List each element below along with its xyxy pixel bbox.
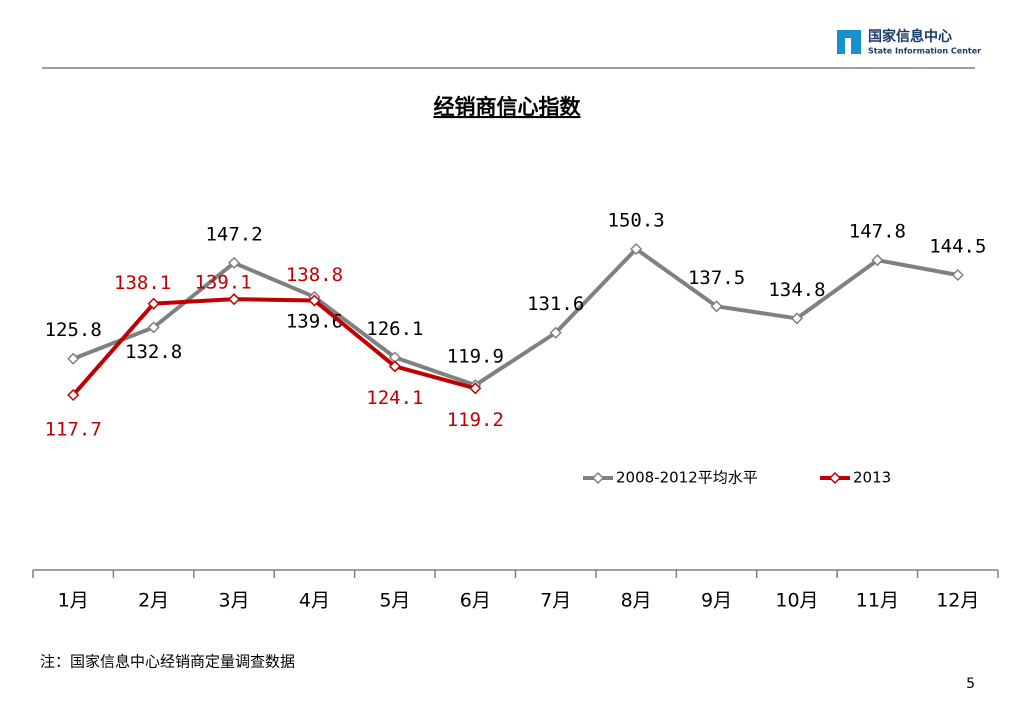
marker — [871, 254, 884, 267]
data-label: 134.8 — [768, 279, 825, 301]
footnote: 注：国家信息中心经销商定量调查数据 — [40, 653, 295, 671]
data-label: 119.2 — [447, 409, 504, 431]
legend-marker — [591, 471, 605, 485]
chart-title: 经销商信心指数 — [434, 95, 582, 119]
x-tick-label: 9月 — [701, 590, 732, 612]
x-tick-label: 11月 — [856, 590, 899, 612]
data-label: 138.8 — [286, 264, 343, 286]
marker — [227, 256, 241, 269]
marker — [147, 297, 160, 310]
data-label: 117.7 — [45, 419, 102, 441]
marker — [67, 388, 80, 402]
marker — [951, 268, 964, 282]
series-line — [72, 247, 959, 388]
data-label: 137.5 — [688, 267, 745, 289]
data-label: 126.1 — [366, 318, 423, 340]
series-line — [71, 297, 476, 397]
x-tick-label: 4月 — [299, 590, 330, 612]
logo-text-cn: 国家信息中心 — [868, 28, 952, 45]
marker — [147, 321, 160, 334]
marker — [790, 312, 804, 325]
data-label: 138.1 — [114, 272, 171, 294]
x-tick-label: 7月 — [540, 590, 571, 612]
data-label: 139.1 — [194, 272, 251, 294]
data-label: 144.5 — [929, 235, 986, 257]
logo-icon-cut — [845, 38, 851, 54]
marker — [227, 293, 241, 306]
page-number: 5 — [966, 676, 975, 692]
logo-text-en: State Information Center — [868, 47, 981, 56]
marker — [710, 300, 723, 313]
data-label: 131.6 — [527, 293, 584, 315]
legend-label: 2008-2012平均水平 — [616, 469, 758, 487]
data-label: 150.3 — [608, 210, 665, 232]
data-label: 147.8 — [849, 221, 906, 243]
marker — [67, 352, 80, 365]
marker — [388, 360, 401, 373]
marker — [308, 294, 321, 307]
data-label: 125.8 — [45, 319, 102, 341]
legend-marker — [828, 471, 842, 485]
x-tick-label: 2月 — [138, 590, 169, 612]
x-tick-label: 6月 — [460, 590, 491, 612]
marker — [630, 242, 643, 256]
marker — [469, 382, 482, 395]
marker — [549, 326, 562, 339]
legend-label: 2013 — [853, 469, 891, 487]
x-tick-label: 3月 — [218, 590, 249, 612]
x-tick-label: 1月 — [58, 590, 89, 612]
data-label: 119.9 — [447, 346, 504, 368]
x-tick-label: 12月 — [936, 590, 979, 612]
x-tick-label: 8月 — [621, 590, 652, 612]
data-label: 124.1 — [366, 387, 423, 409]
data-label: 132.8 — [125, 341, 182, 363]
data-label: 147.2 — [205, 223, 262, 245]
data-label: 139.6 — [286, 310, 343, 332]
x-tick-label: 5月 — [379, 590, 410, 612]
x-tick-label: 10月 — [775, 590, 818, 612]
